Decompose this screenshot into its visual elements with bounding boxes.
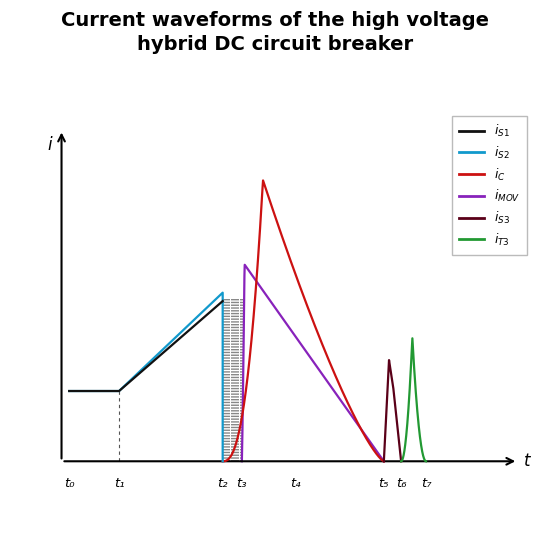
Text: t₅: t₅ [378,477,389,490]
Text: i: i [47,136,52,155]
Text: t₄: t₄ [290,477,301,490]
Text: t₃: t₃ [236,477,247,490]
Text: t₁: t₁ [114,477,124,490]
Text: Current waveforms of the high voltage
hybrid DC circuit breaker: Current waveforms of the high voltage hy… [61,11,489,53]
Legend: $\it{i}_{S1}$, $\it{i}_{S2}$, $\it{i}_{C}$, $\it{i}_{MOV}$, $\it{i}_{S3}$, $\it{: $\it{i}_{S1}$, $\it{i}_{S2}$, $\it{i}_{C… [452,116,527,255]
Text: t₆: t₆ [396,477,406,490]
Text: t: t [524,452,530,470]
Text: t₂: t₂ [217,477,228,490]
Text: t₇: t₇ [421,477,431,490]
Text: t₀: t₀ [64,477,74,490]
